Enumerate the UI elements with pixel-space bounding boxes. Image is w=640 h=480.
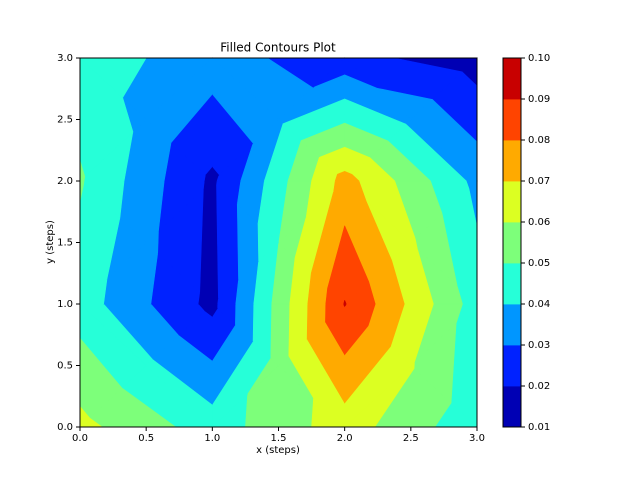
contour-band	[247, 357, 279, 395]
contour-band	[344, 180, 392, 283]
x-axis-label: x (steps)	[256, 445, 300, 456]
x-tick-label: 0.5	[138, 433, 154, 444]
y-axis-label: y (steps)	[45, 220, 56, 264]
colorbar-band	[503, 386, 521, 428]
colorbar-band	[503, 345, 521, 387]
colorbar-tick-label: 0.03	[528, 340, 550, 351]
colorbar-band	[503, 263, 521, 305]
colorbar-tick-label: 0.04	[528, 299, 550, 310]
colorbar-band	[503, 58, 521, 100]
contour-band	[344, 74, 412, 125]
x-tick-label: 1.0	[204, 433, 220, 444]
contour-band	[270, 303, 291, 366]
contour-band	[344, 170, 353, 182]
colorbar-tick-label: 0.07	[528, 176, 550, 187]
y-tick-label: 3.0	[57, 53, 73, 64]
colorbar-tick-label: 0.09	[528, 94, 550, 105]
x-tick-label: 0.0	[72, 433, 88, 444]
x-tick-label: 1.5	[271, 433, 287, 444]
colorbar-band	[503, 99, 521, 141]
y-tick-label: 2.0	[57, 176, 73, 187]
colorbar-tick-label: 0.01	[528, 422, 550, 433]
y-tick-label: 1.0	[57, 299, 73, 310]
colorbar-band	[503, 304, 521, 346]
colorbar-band	[503, 222, 521, 264]
colorbar-tick-label: 0.02	[528, 381, 550, 392]
contour-band	[216, 184, 239, 300]
x-tick-label: 2.0	[337, 433, 353, 444]
chart-title: Filled Contours Plot	[220, 41, 336, 55]
colorbar-tick-label: 0.05	[528, 258, 550, 269]
colorbar-tick-label: 0.06	[528, 217, 550, 228]
colorbar-tick-label: 0.10	[528, 53, 550, 64]
y-tick-label: 0.0	[57, 422, 73, 433]
x-tick-label: 3.0	[469, 433, 485, 444]
x-tick-label: 2.5	[403, 433, 419, 444]
y-tick-label: 2.5	[57, 115, 73, 126]
y-tick-label: 0.5	[57, 361, 73, 372]
colorbar-frame	[502, 57, 522, 428]
colorbar-band	[503, 181, 521, 223]
y-tick-label: 1.5	[57, 238, 73, 249]
colorbar-tick-label: 0.08	[528, 135, 550, 146]
contour-band	[344, 300, 347, 305]
contour-band	[257, 222, 279, 262]
contour-band	[212, 57, 279, 144]
colorbar-band	[503, 140, 521, 182]
